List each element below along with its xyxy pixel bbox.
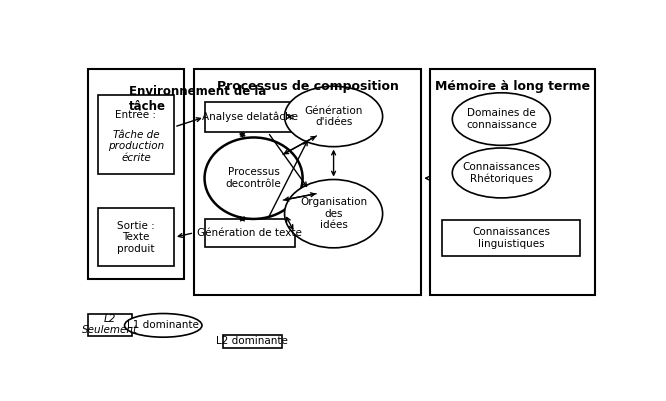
FancyBboxPatch shape (442, 220, 580, 256)
FancyBboxPatch shape (89, 314, 133, 336)
FancyBboxPatch shape (204, 102, 295, 132)
Ellipse shape (204, 138, 302, 219)
Text: Sortie :
Texte
produit: Sortie : Texte produit (117, 221, 155, 254)
Text: Mémoire à long terme: Mémoire à long terme (435, 80, 590, 93)
Ellipse shape (125, 314, 202, 337)
Text: Analyse delatâche: Analyse delatâche (202, 112, 298, 122)
Ellipse shape (284, 180, 382, 248)
Text: Processus de composition: Processus de composition (217, 80, 399, 93)
Text: Organisation
des
idées: Organisation des idées (300, 197, 367, 230)
Ellipse shape (284, 86, 382, 147)
FancyBboxPatch shape (98, 95, 174, 174)
Text: Entrée :: Entrée : (115, 110, 157, 120)
FancyBboxPatch shape (89, 69, 184, 279)
Text: Connaissances
linguistiques: Connaissances linguistiques (472, 227, 550, 249)
FancyBboxPatch shape (194, 69, 422, 295)
Text: Connaissances
Rhétoriques: Connaissances Rhétoriques (462, 162, 540, 184)
Text: L2
Seulement: L2 Seulement (83, 314, 139, 336)
Text: Tâche de
production
écrite: Tâche de production écrite (108, 130, 164, 163)
Text: Génération
d'idées: Génération d'idées (304, 105, 363, 127)
FancyBboxPatch shape (222, 334, 282, 348)
Ellipse shape (452, 93, 550, 145)
Text: L1 dominante: L1 dominante (127, 320, 199, 330)
Text: Génération de texte: Génération de texte (197, 228, 302, 238)
FancyBboxPatch shape (430, 69, 595, 295)
FancyBboxPatch shape (204, 219, 295, 247)
Text: L2 dominante: L2 dominante (216, 336, 288, 346)
Text: Domaines de
connaissance: Domaines de connaissance (466, 108, 537, 130)
Text: Environnement de la
tâche: Environnement de la tâche (129, 85, 266, 113)
FancyBboxPatch shape (98, 209, 174, 266)
Ellipse shape (452, 148, 550, 198)
Text: Processus
decontrôle: Processus decontrôle (226, 167, 282, 189)
